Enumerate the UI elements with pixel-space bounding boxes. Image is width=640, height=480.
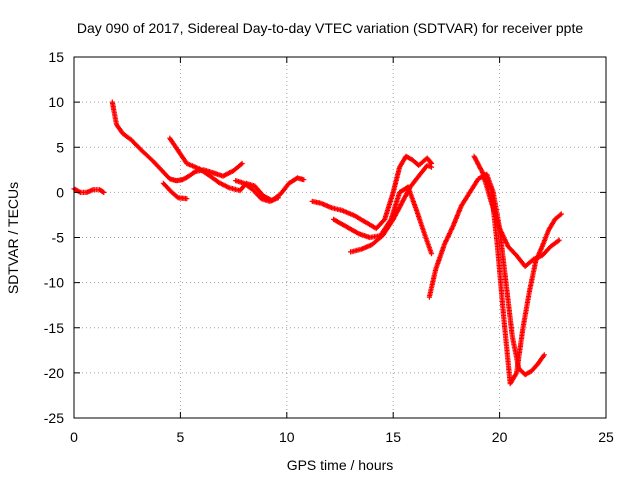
x-tick-label: 25: [598, 429, 614, 445]
series-10-markers: [482, 176, 564, 387]
data-series: [426, 171, 547, 378]
series-3-markers: [160, 180, 190, 202]
data-series: [348, 162, 435, 255]
y-tick-label: -10: [44, 275, 64, 291]
y-tick-label: -20: [44, 365, 64, 381]
y-tick-label: 15: [48, 49, 64, 65]
y-tick-label: -25: [44, 410, 64, 426]
data-series: [482, 176, 564, 387]
series-5-markers: [309, 153, 435, 232]
data-series: [309, 153, 435, 232]
y-tick-label: 10: [48, 94, 64, 110]
data-series: [233, 178, 281, 204]
axis-ticks: 0 5 10 15 20 25 15 10 5 0 -5 -10 -15 -20 -25: [44, 49, 614, 445]
y-axis-label: SDTVAR / TECUs: [5, 182, 21, 294]
series-1-markers: [109, 99, 245, 184]
series-7-markers: [348, 162, 435, 255]
y-tick-label: -15: [44, 320, 64, 336]
data-series: [471, 153, 562, 269]
x-axis-label: GPS time / hours: [287, 457, 394, 473]
y-tick-label: -5: [52, 230, 65, 246]
x-tick-label: 15: [385, 429, 401, 445]
y-tick-label: 5: [56, 139, 64, 155]
x-tick-label: 0: [70, 429, 78, 445]
data-series: [109, 99, 245, 184]
series-4-markers: [233, 178, 281, 204]
series-0-markers: [71, 186, 107, 195]
y-tick-label: 0: [56, 184, 64, 200]
chart-title: Day 090 of 2017, Sidereal Day-to-day VTE…: [77, 20, 584, 36]
data-markers: [71, 99, 564, 387]
x-tick-label: 10: [279, 429, 295, 445]
series-9-markers: [471, 153, 562, 269]
data-series: [160, 180, 190, 202]
x-tick-label: 20: [492, 429, 508, 445]
x-tick-label: 5: [177, 429, 185, 445]
grid-lines: [74, 57, 606, 418]
series-8-markers: [426, 171, 547, 378]
data-series: [71, 186, 107, 195]
